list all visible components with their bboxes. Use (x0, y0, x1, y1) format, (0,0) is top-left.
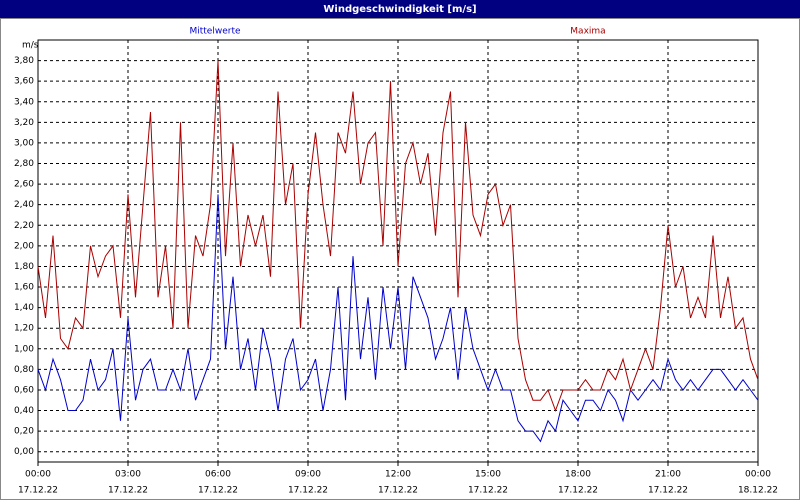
y-tick-label: 2,20 (14, 221, 34, 231)
x-tick-label: 17.12.22 (558, 486, 598, 496)
x-tick-label: 17.12.22 (108, 486, 148, 496)
y-tick-label: 2,80 (14, 159, 34, 169)
chart-title: Windgeschwindigkeit [m/s] (323, 4, 476, 15)
x-tick-label: 12:00 (385, 470, 411, 480)
x-tick-label: 00:00 (25, 470, 51, 480)
y-axis-label: m/s (22, 41, 39, 51)
x-tick-label: 18.12.22 (738, 486, 778, 496)
legend-label: Maxima (570, 27, 605, 37)
y-tick-label: 3,00 (14, 138, 34, 148)
x-tick-label: 17.12.22 (198, 486, 238, 496)
y-tick-label: 1,80 (14, 262, 34, 272)
x-tick-label: 06:00 (205, 470, 231, 480)
x-tick-label: 17.12.22 (378, 486, 418, 496)
y-tick-label: 3,20 (14, 118, 34, 128)
x-tick-label: 21:00 (655, 470, 681, 480)
x-tick-label: 15:00 (475, 470, 501, 480)
y-tick-label: 1,20 (14, 324, 34, 334)
y-tick-label: 1,60 (14, 283, 34, 293)
x-tick-label: 18:00 (565, 470, 591, 480)
x-tick-label: 00:00 (745, 470, 771, 480)
x-tick-label: 17.12.22 (18, 486, 58, 496)
y-tick-label: 0,60 (14, 385, 34, 395)
legend-label: Mittelwerte (189, 27, 240, 37)
y-tick-label: 0,20 (14, 427, 34, 437)
y-tick-label: 3,80 (14, 56, 34, 66)
y-tick-label: 2,00 (14, 241, 34, 251)
y-tick-label: 2,60 (14, 180, 34, 190)
x-tick-label: 03:00 (115, 470, 141, 480)
x-tick-label: 17.12.22 (468, 486, 508, 496)
x-tick-label: 09:00 (295, 470, 321, 480)
y-tick-label: 0,40 (14, 406, 34, 416)
x-tick-label: 17.12.22 (648, 486, 688, 496)
data-line (37, 60, 759, 412)
y-tick-label: 1,40 (14, 303, 34, 313)
title-bar (0, 0, 800, 18)
y-tick-label: 0,00 (14, 447, 34, 457)
y-tick-label: 0,80 (14, 365, 34, 375)
y-tick-label: 3,60 (14, 77, 34, 87)
x-tick-label: 17.12.22 (288, 486, 328, 496)
data-line (37, 194, 759, 443)
y-tick-label: 3,40 (14, 97, 34, 107)
y-tick-label: 1,00 (14, 344, 34, 354)
y-tick-label: 2,40 (14, 200, 34, 210)
